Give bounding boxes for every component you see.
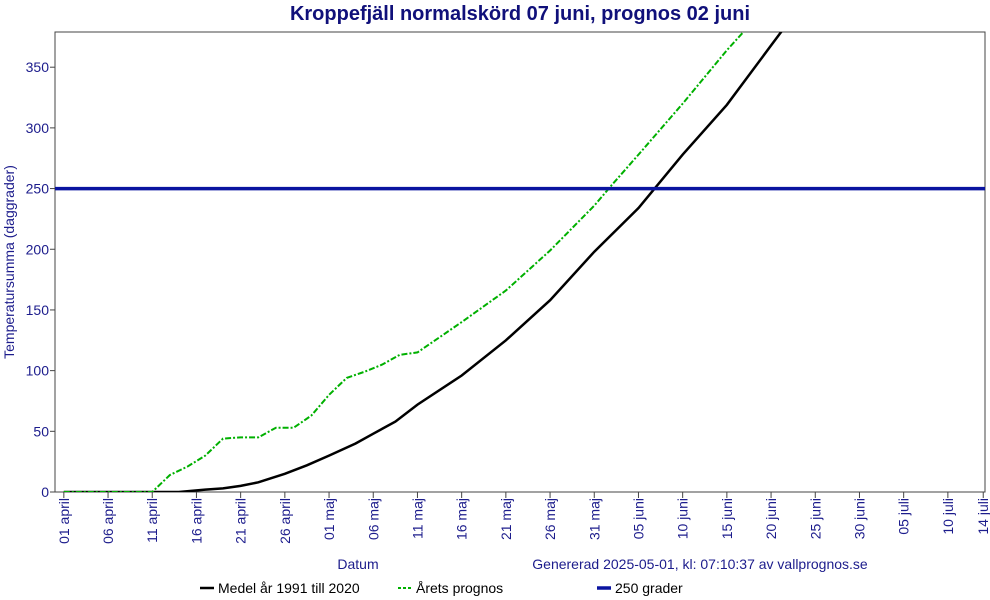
chart-title: Kroppefjäll normalskörd 07 juni, prognos… (290, 3, 750, 25)
y-tick-label: 300 (26, 120, 50, 136)
x-tick-label: 11 maj (409, 498, 425, 539)
x-tick-label: 14 juli (975, 498, 990, 535)
legend-label: Årets prognos (416, 580, 503, 596)
x-tick-label: 10 juni (675, 498, 691, 539)
y-tick-label: 150 (26, 302, 50, 318)
y-tick-label: 0 (41, 484, 49, 500)
x-tick-label: 16 maj (454, 498, 470, 540)
x-tick-label: 01 maj (321, 498, 337, 540)
x-tick-label: 10 juli (940, 498, 956, 535)
x-tick-label: 15 juni (719, 498, 735, 539)
series-line (63, 32, 745, 492)
y-tick-label: 100 (26, 363, 50, 379)
x-tick-label: 20 juni (763, 498, 779, 539)
x-tick-label: 21 april (233, 498, 249, 544)
x-axis-label: Datum (337, 556, 378, 572)
y-tick-label: 200 (26, 241, 50, 257)
x-tick-label: 30 juni (851, 498, 867, 539)
annotation: Genererad 2025-05-01, kl: 07:10:37 av va… (532, 556, 868, 572)
y-tick-label: 50 (33, 423, 49, 439)
y-tick-label: 350 (26, 59, 50, 75)
x-tick-label: 05 juli (896, 498, 912, 535)
y-tick-label: 250 (26, 181, 50, 197)
x-tick-label: 25 juni (807, 498, 823, 539)
x-tick-label: 01 april (56, 498, 72, 544)
series-line (63, 32, 783, 492)
plot-area (55, 32, 985, 492)
x-tick-label: 21 maj (498, 498, 514, 540)
y-axis-label: Temperatursumma (daggrader) (1, 165, 17, 359)
x-tick-label: 16 april (188, 498, 204, 544)
legend-label: Medel år 1991 till 2020 (218, 580, 360, 596)
x-tick-label: 26 april (277, 498, 293, 544)
legend-label: 250 grader (615, 580, 683, 596)
x-tick-label: 26 maj (542, 498, 558, 540)
x-tick-label: 05 juni (630, 498, 646, 539)
x-tick-label: 31 maj (586, 498, 602, 540)
x-tick-label: 11 april (144, 498, 160, 543)
x-tick-label: 06 maj (365, 498, 381, 540)
plot-frame (54, 31, 986, 493)
x-tick-label: 06 april (100, 498, 116, 544)
